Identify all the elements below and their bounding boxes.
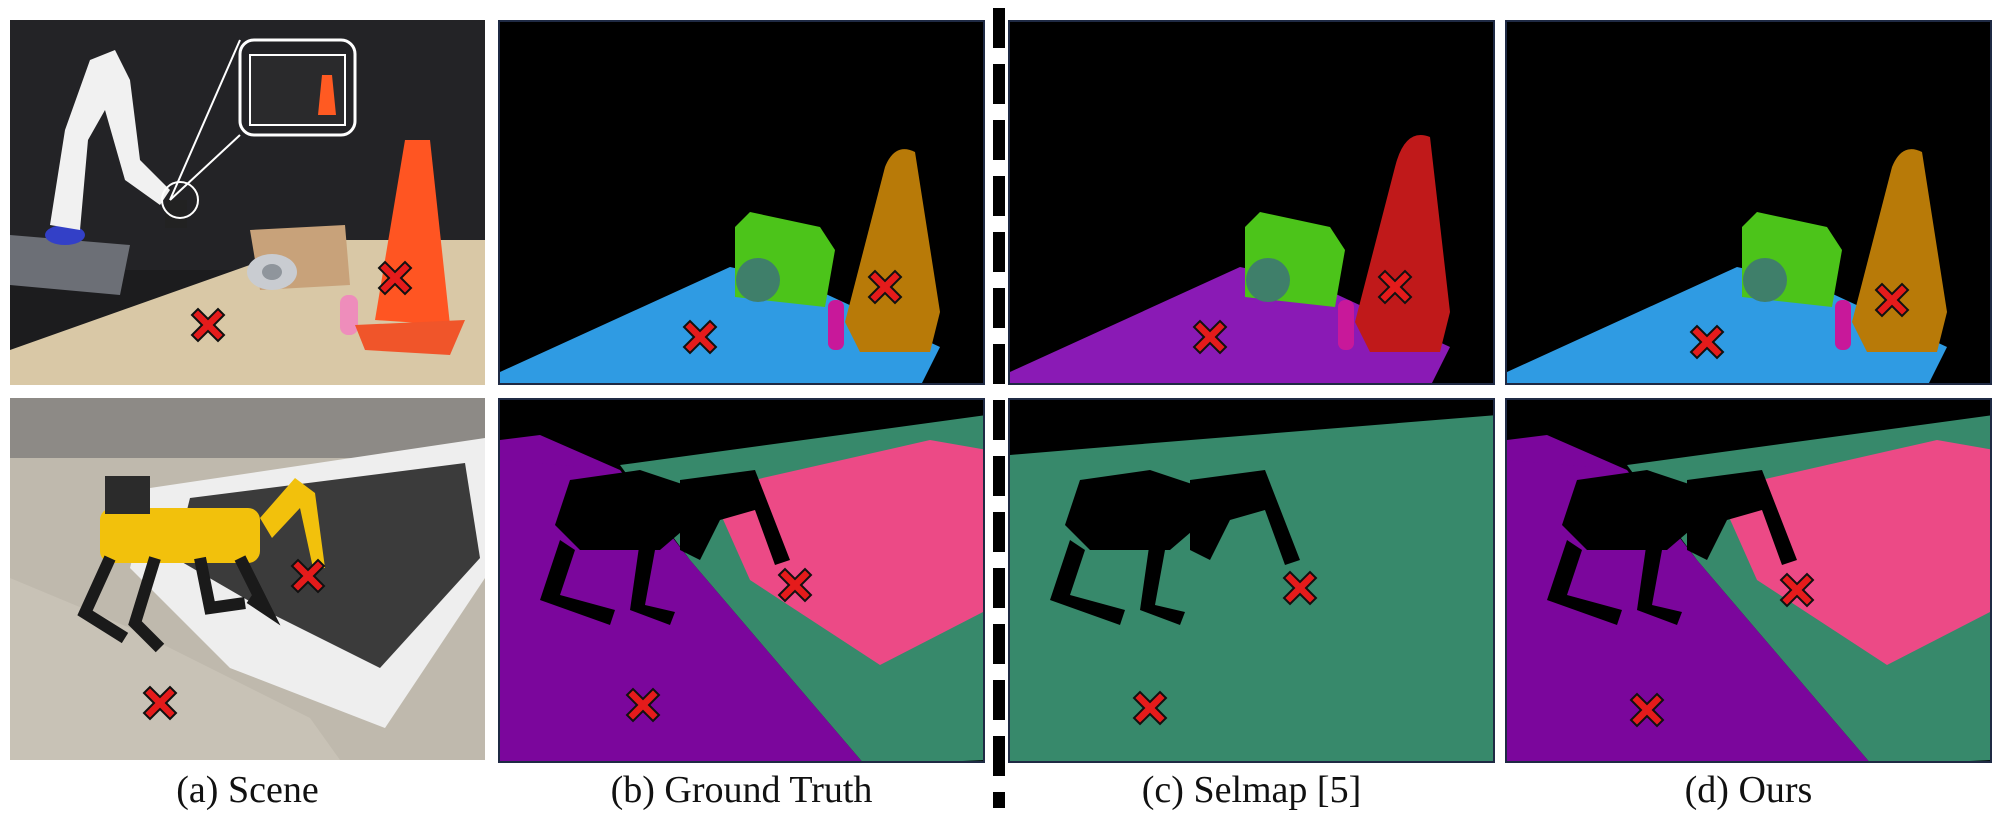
ground-truth-mask-table xyxy=(498,20,985,385)
selmap-mask-table xyxy=(1008,20,1495,385)
red-x-marker-icon xyxy=(1377,269,1413,305)
caption-scene: (a) Scene xyxy=(176,769,319,811)
red-x-marker-icon xyxy=(625,687,661,723)
caption-selmap: (c) Selmap [5] xyxy=(1141,769,1362,811)
scene-photo-quadruped xyxy=(10,398,485,760)
caption-ours: (d) Ours xyxy=(1684,769,1813,811)
red-x-marker-icon xyxy=(1282,570,1318,606)
red-x-marker-icon xyxy=(682,319,718,355)
quadruped-robot-shape xyxy=(77,476,325,653)
robot-arm-shape xyxy=(45,50,187,245)
red-x-marker-icon xyxy=(777,567,813,603)
red-x-marker-icon xyxy=(1132,690,1168,726)
dashed-divider xyxy=(993,8,1005,808)
ours-mask-table xyxy=(1505,20,1992,385)
red-x-marker-icon xyxy=(1779,572,1815,608)
quadruped-silhouette xyxy=(1050,470,1300,625)
red-x-marker-icon xyxy=(142,685,178,721)
red-x-marker-icon xyxy=(1874,282,1910,318)
red-x-marker-icon xyxy=(290,558,326,594)
scene-photo-arm xyxy=(10,20,485,385)
ours-mask-mat xyxy=(1505,398,1992,763)
quadruped-silhouette xyxy=(1547,470,1797,625)
red-x-marker-icon xyxy=(1629,692,1665,728)
red-x-marker-icon xyxy=(377,260,413,296)
ground-truth-mask-mat xyxy=(498,398,985,763)
red-x-marker-icon xyxy=(867,269,903,305)
quadruped-silhouette xyxy=(540,470,790,625)
selmap-mask-mat xyxy=(1008,398,1495,763)
red-x-marker-icon xyxy=(190,307,226,343)
caption-ground-truth: (b) Ground Truth xyxy=(610,769,873,811)
red-x-marker-icon xyxy=(1192,319,1228,355)
red-x-marker-icon xyxy=(1689,324,1725,360)
